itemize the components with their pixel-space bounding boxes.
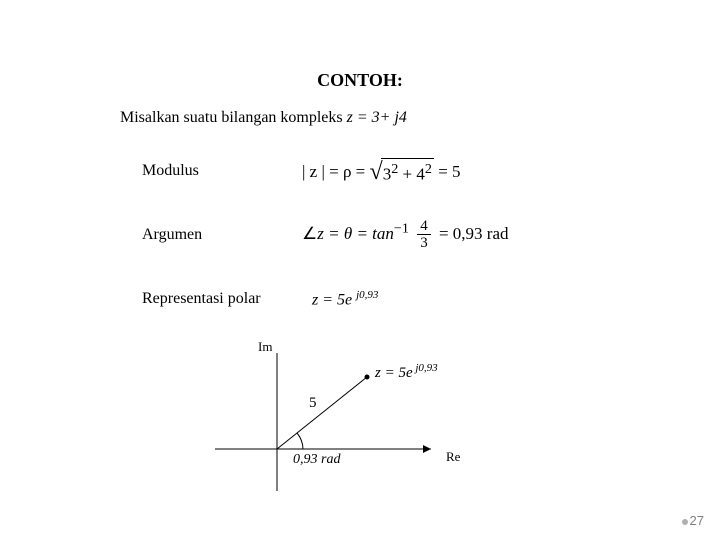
polar-label: Representasi polar — [142, 290, 302, 308]
mod-b: 4 — [416, 164, 425, 183]
angle-arc — [297, 433, 303, 449]
argumen-row: Argumen ∠z = θ = tan−1 4 3 = 0,93 rad — [0, 211, 720, 259]
arg-exp: −1 — [394, 220, 409, 236]
polar-eq: z = 5e — [312, 291, 356, 308]
arg-lhs: z = θ = tan — [317, 224, 394, 243]
page-number: 27 — [682, 513, 704, 528]
frac-num: 4 — [417, 219, 431, 235]
modulus-row: Modulus | z | = ρ = √ 32 + 42 = 5 — [0, 147, 720, 195]
argumen-label: Argumen — [142, 226, 302, 244]
frac-den: 3 — [417, 235, 431, 252]
modulus-label: Modulus — [142, 162, 302, 180]
angle-icon: ∠ — [302, 224, 317, 243]
point-marker — [365, 375, 370, 380]
radius-label: 5 — [309, 395, 317, 411]
page-dot-icon — [682, 519, 688, 525]
argumen-formula: ∠z = θ = tan−1 4 3 = 0,93 rad — [302, 219, 509, 252]
mod-b-exp: 2 — [425, 161, 432, 177]
mod-a: 3 — [383, 164, 392, 183]
modulus-lhs: | z | = ρ = — [302, 162, 365, 181]
polar-formula: z = 5e j0,93 — [302, 289, 378, 309]
modulus-result: = 5 — [438, 162, 460, 181]
modulus-formula: | z | = ρ = √ 32 + 42 = 5 — [302, 158, 461, 185]
polar-exp: j0,93 — [356, 289, 378, 301]
page-num-text: 27 — [690, 513, 704, 528]
complex-plane-diagram: Im 5 0,93 rad z = 5e j0,93 Re — [0, 339, 720, 499]
diagram-svg: 5 0,93 rad z = 5e j0,93 — [215, 347, 475, 497]
polar-row: Representasi polar z = 5e j0,93 — [0, 275, 720, 323]
radius-line — [277, 377, 367, 449]
intro-text: Misalkan suatu bilangan kompleks — [120, 109, 347, 126]
slide-title: CONTOH: — [0, 0, 720, 109]
arg-fraction: 4 3 — [417, 219, 431, 252]
intro-equation: z = 3+ j4 — [347, 109, 407, 126]
sqrt-icon: √ 32 + 42 — [370, 158, 434, 185]
intro-line: Misalkan suatu bilangan kompleks z = 3+ … — [0, 109, 720, 147]
re-axis-label: Re — [446, 449, 460, 465]
mod-plus: + — [398, 164, 416, 183]
point-label: z = 5e j0,93 — [374, 362, 438, 381]
x-arrow-icon — [423, 445, 431, 453]
arg-result: = 0,93 rad — [439, 224, 509, 243]
angle-label: 0,93 rad — [293, 452, 341, 467]
